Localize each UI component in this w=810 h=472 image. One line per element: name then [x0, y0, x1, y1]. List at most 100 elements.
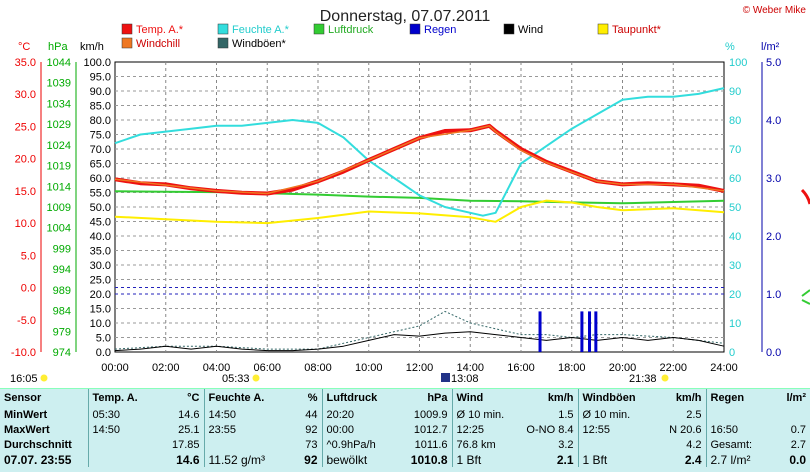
wind-tick-label: 25.0: [90, 275, 111, 287]
rain-tick-label: 2.0: [766, 231, 781, 243]
cell: 2.7: [790, 438, 806, 451]
pressure-tick-label: 989: [53, 285, 71, 297]
legend-swatch: [313, 23, 325, 35]
wind-tick-label: 65.0: [90, 159, 111, 171]
wind-tick-label: 10.0: [90, 318, 111, 330]
sunset-time: 21:38: [629, 373, 657, 385]
rain-tick-label: 5.0: [766, 57, 781, 69]
header-cell: Feuchte A.: [203, 389, 270, 407]
legend-label: Windböen*: [232, 38, 287, 50]
rain-tick-label: 3.0: [766, 173, 781, 185]
summary-row-min: MinWert 05:30 14.6 14:50 44 20:20 1009.9…: [0, 407, 810, 422]
pressure-tick-label: 984: [53, 306, 71, 318]
pressure-tick-label: 999: [53, 243, 71, 255]
humidity-tick-label: 50: [729, 202, 741, 214]
wind-tick-label: 60.0: [90, 173, 111, 185]
cell: O-NO 8.4: [526, 423, 574, 436]
cell: Gesamt:: [705, 437, 776, 452]
header-cell: hPa: [427, 392, 448, 404]
pressure-tick-label: 1024: [47, 140, 71, 152]
time-tick-label: 02:00: [152, 362, 180, 374]
humidity-unit-label: %: [725, 41, 735, 53]
cell: ^0.9hPa/h: [321, 437, 392, 452]
pressure-tick-label: 979: [53, 326, 71, 338]
temp-unit-label: °C: [18, 41, 30, 53]
time-tick-label: 00:00: [101, 362, 129, 374]
cell: 92: [305, 423, 318, 436]
time-tick-label: 24:00: [710, 362, 738, 374]
row-label: Durchschnitt: [4, 438, 72, 451]
legend-label: Feuchte A.*: [232, 24, 290, 36]
header-cell: °C: [187, 392, 200, 404]
header-cell: l/m²: [786, 392, 806, 404]
moonset-time: 16:05: [10, 373, 38, 385]
time-tick-label: 10:00: [355, 362, 383, 374]
weather-chart: Donnerstag, 07.07.2011 © Weber Mike Temp…: [10, 5, 810, 385]
rain-tick-label: 0.0: [766, 347, 781, 359]
cell: Ø 10 min.: [451, 407, 522, 422]
cell: [776, 407, 810, 422]
humidity-tick-label: 40: [729, 231, 741, 243]
legend-swatch: [217, 23, 229, 35]
humidity-tick-label: 0: [729, 347, 735, 359]
time-tick-label: 04:00: [203, 362, 231, 374]
series-layer: [114, 87, 725, 352]
time-tick-label: 22:00: [659, 362, 687, 374]
wind-tick-label: 90.0: [90, 86, 111, 98]
sunset-icon: [661, 374, 669, 382]
temp-tick-label: -5.0: [17, 315, 36, 327]
cell: N 20.6: [669, 423, 702, 436]
series-line-feuchtea: [114, 87, 725, 217]
rain-tick-label: 4.0: [766, 115, 781, 127]
moon-marker-time: 13:08: [451, 373, 479, 385]
pressure-tick-label: 994: [53, 264, 71, 276]
summary-row-max: MaxWert 14:50 25.1 23:55 92 00:00 1012.7…: [0, 422, 810, 437]
humidity-tick-label: 60: [729, 173, 741, 185]
rain-tick-label: 1.0: [766, 289, 781, 301]
cell: 2.7 l/m²: [705, 452, 776, 467]
series-line-windchill: [114, 125, 725, 195]
wind-tick-label: 40.0: [90, 231, 111, 243]
summary-table: Sensor Temp. A. °C Feuchte A. % Luftdruc…: [0, 388, 810, 472]
sun-moon-markers: 16:05 05:33 13:08 21:38: [10, 373, 669, 385]
wind-tick-label: 15.0: [90, 304, 111, 316]
humidity-tick-label: 100: [729, 57, 747, 69]
header-cell: Wind: [451, 389, 522, 407]
wind-tick-label: 35.0: [90, 246, 111, 258]
cell: Ø 10 min.: [577, 407, 650, 422]
cell: 4.2: [686, 438, 702, 451]
humidity-tick-label: 80: [729, 115, 741, 127]
cell: 0.7: [790, 423, 806, 436]
legend-label: Temp. A.*: [136, 24, 184, 36]
cell: 14:50: [203, 407, 270, 422]
cell: 05:30: [87, 407, 152, 422]
wind-tick-label: 0.0: [96, 347, 111, 359]
cell: 14:50: [87, 422, 152, 437]
cell: 14.6: [176, 452, 200, 467]
copyright-label: © Weber Mike: [743, 5, 807, 16]
series-line-taupunkt: [114, 199, 725, 225]
cell: 12:25: [451, 422, 522, 437]
time-tick-label: 12:00: [406, 362, 434, 374]
cell: 2.5: [686, 408, 702, 421]
row-label: 07.07. 23:55: [4, 452, 72, 467]
cell: 16:50: [705, 422, 776, 437]
cell: 92: [304, 452, 318, 467]
wind-tick-label: 45.0: [90, 217, 111, 229]
time-tick-label: 08:00: [304, 362, 332, 374]
temp-tick-label: 15.0: [15, 186, 36, 198]
temp-tick-label: 35.0: [15, 57, 36, 69]
header-cell: Regen: [705, 389, 776, 407]
row-label: MaxWert: [4, 423, 50, 436]
cell: 11.52 g/m³: [203, 452, 270, 467]
wind-tick-label: 100.0: [83, 57, 111, 69]
cell: [705, 407, 776, 422]
temp-tick-label: 0.0: [21, 283, 36, 295]
wind-tick-label: 20.0: [90, 289, 111, 301]
time-tick-label: 18:00: [558, 362, 586, 374]
cell: 73: [305, 438, 318, 451]
pressure-tick-label: 974: [53, 347, 71, 359]
summary-header-row: Sensor Temp. A. °C Feuchte A. % Luftdruc…: [0, 389, 810, 407]
humidity-tick-label: 70: [729, 144, 741, 156]
cell: 0.0: [789, 452, 806, 467]
